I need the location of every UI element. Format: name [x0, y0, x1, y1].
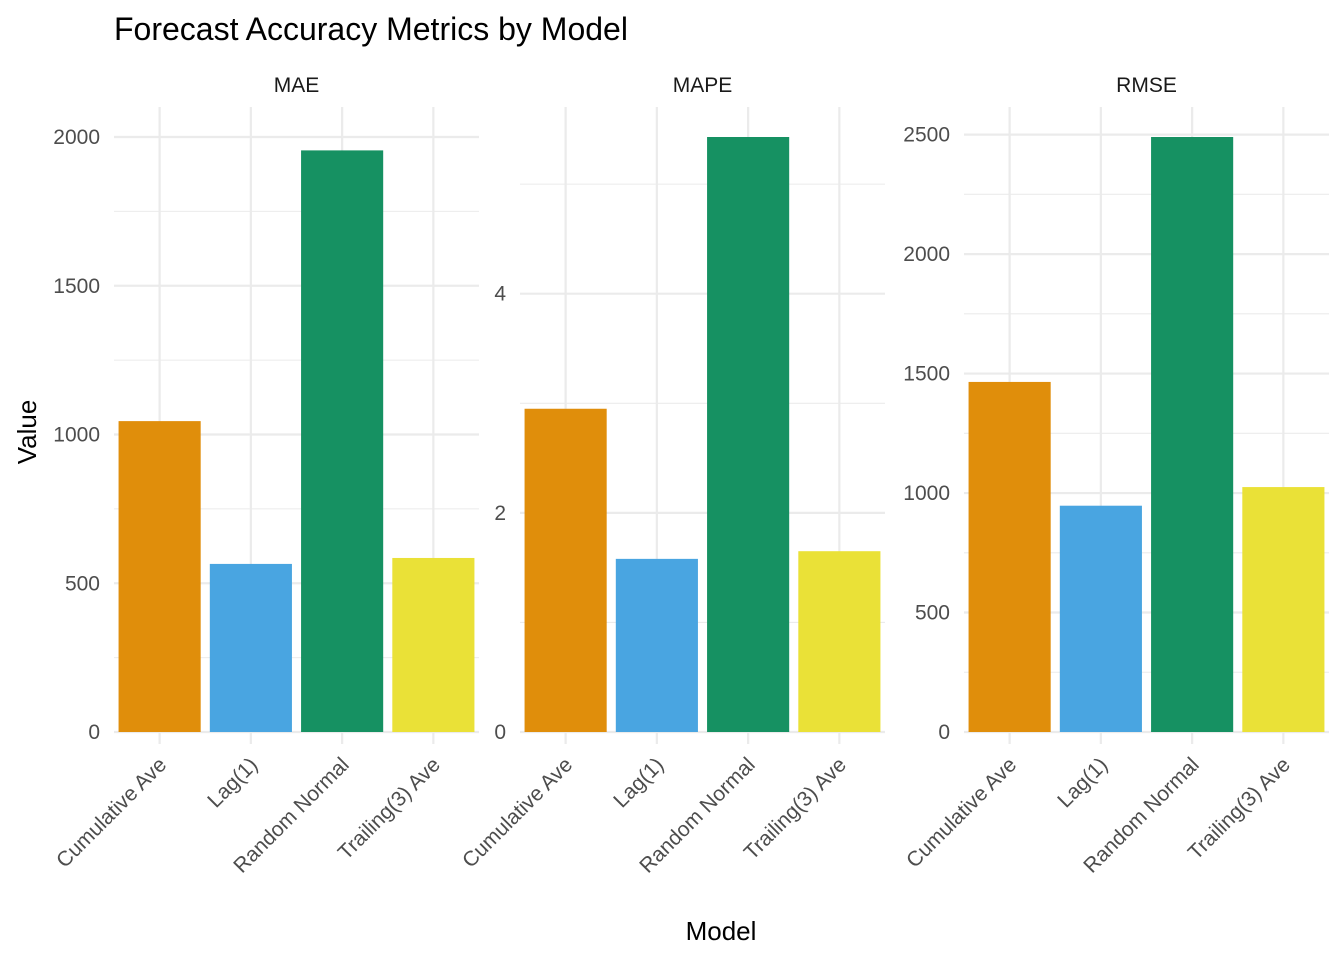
y-tick-label: 500 — [65, 572, 100, 595]
y-axis-title: Value — [12, 400, 42, 465]
y-tick-label: 0 — [494, 721, 506, 744]
bar-mape-2 — [707, 137, 790, 732]
bar-mape-0 — [524, 408, 607, 732]
bar-mae-2 — [301, 150, 384, 732]
bar-mape-1 — [615, 558, 698, 732]
facet-label-mae: MAE — [274, 74, 320, 97]
y-tick-label: 1000 — [903, 482, 950, 505]
y-tick-label: 0 — [88, 721, 100, 744]
x-tick-label: Lag(1) — [1053, 753, 1112, 812]
panel-rmse: RMSE 0 500 1000 1500 2000 2500 Cumulative Ave La… — [902, 74, 1329, 878]
bar-mae-3 — [392, 557, 475, 732]
x-tick-label: Cumulative Ave — [458, 753, 577, 872]
bar-rmse-3 — [1242, 487, 1325, 732]
x-tick-label: Lag(1) — [203, 753, 262, 812]
x-tick-label: Cumulative Ave — [52, 753, 171, 872]
y-tick-label: 4 — [494, 283, 506, 306]
y-tick-label: 2500 — [903, 124, 950, 147]
y-tick-label: 1500 — [903, 363, 950, 386]
x-axis-title: Model — [686, 916, 757, 946]
y-tick-label: 1500 — [53, 275, 100, 298]
y-tick-label: 1000 — [53, 424, 100, 447]
bar-rmse-2 — [1151, 137, 1234, 732]
x-tick-label: Lag(1) — [609, 753, 668, 812]
chart-title: Forecast Accuracy Metrics by Model — [114, 11, 628, 47]
y-tick-label: 2000 — [903, 243, 950, 266]
y-tick-label: 0 — [938, 721, 950, 744]
y-tick-label: 2000 — [53, 126, 100, 149]
bar-rmse-1 — [1059, 505, 1142, 732]
facet-label-mape: MAPE — [673, 74, 733, 97]
y-tick-label: 500 — [915, 602, 950, 625]
facet-label-rmse: RMSE — [1116, 74, 1177, 97]
x-tick-label: Cumulative Ave — [902, 753, 1021, 872]
bar-rmse-0 — [968, 381, 1051, 732]
y-tick-label: 2 — [494, 502, 506, 525]
bar-mape-3 — [798, 551, 881, 732]
bar-mae-1 — [209, 563, 292, 732]
bar-mae-0 — [118, 421, 201, 732]
